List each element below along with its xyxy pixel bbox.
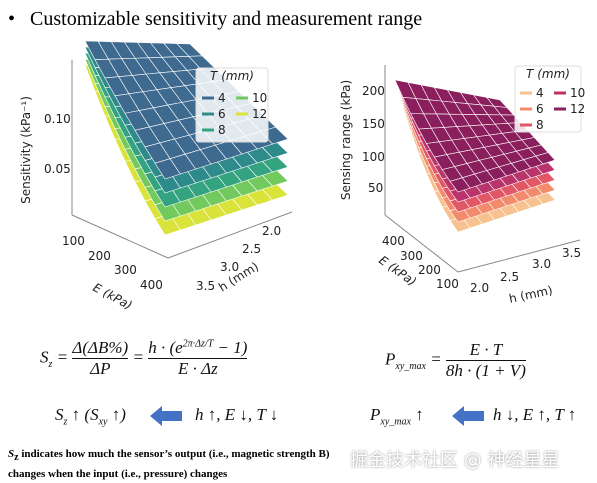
legend-label: 6 [218,107,226,121]
y-tick-label: 0.05 [44,162,71,176]
eq-text: = [56,347,69,367]
legend-label: 4 [536,86,544,100]
z-tick-label: 2.5 [242,242,261,256]
z-tick-label: 3.5 [196,279,215,293]
watermark: 掘金技术社区 @ 神经星星 [350,450,560,471]
legend-title: T (mm) [526,67,570,81]
y-tick-label: 0.10 [44,112,71,126]
arrow [150,406,182,426]
y-tick-label: 150 [362,117,385,131]
footnote-text: indicates how much the sensor’s output (… [8,448,330,481]
equation-pxy: Pxy_max = E · T 8h · (1 + V) [385,340,526,381]
eq-text: ↑ [410,405,424,424]
eq-text: z [63,416,68,428]
bullet: • [8,8,16,30]
z-tick-label: 3.5 [562,246,581,260]
eq-text: − 1) [213,338,248,357]
eq-text: E · Δz [148,358,248,379]
plots: Sensitivity (kPa⁻¹) 0.10 0.05 100 200 30… [19,40,585,313]
eq-text: z [48,358,53,370]
z-tick-label: 3.0 [220,260,239,274]
eq-text: h · (e [148,338,183,357]
right-plot: Sensing range (kPa) 200 150 100 50 400 3… [339,65,585,306]
x-tick-label: 400 [140,278,163,292]
x-tick-label: 400 [382,234,405,248]
legend-label: 8 [218,123,226,137]
footnote-symbol: z [14,452,19,464]
slide-title: Customizable sensitivity and measurement… [30,8,423,30]
legend-label: 4 [218,91,226,105]
y-tick-label: 50 [368,181,383,195]
footnote-symbol: S [8,448,15,460]
z-tick-label: 2.0 [262,224,281,238]
eq-text: P [370,405,381,424]
legend-label: 10 [570,86,585,100]
bullet-line: • Customizable sensitivity and measureme… [8,8,422,31]
eq-text: S [55,405,64,424]
eq-text: = [430,349,442,369]
legend-label: 12 [252,107,267,121]
y-tick-label: 100 [362,150,385,164]
eq-text: S [40,347,49,367]
x-tick-label: 100 [436,277,459,291]
y-axis-label: Sensitivity (kPa⁻¹) [19,96,33,204]
x-tick-label: 300 [400,249,423,263]
x-tick-label: 200 [88,249,111,263]
trend-rhs: h ↓, E ↑, T ↑ [493,405,577,424]
z-axis-label: h (mm) [508,283,554,306]
legend-label: 8 [536,118,544,132]
trend-rhs: h ↑, E ↓, T ↓ [195,405,279,424]
trend-left: Sz ↑ (Sxy ↑) [55,405,126,427]
eq-text: xy [98,416,108,428]
eq-text: ↑ (S [67,405,99,424]
footnote: Sz indicates how much the sensor’s outpu… [8,446,338,482]
equation-sz: Sz = Δ(ΔB%) ΔP = h · (e2π·Δz/T − 1) E · Δz [40,338,248,379]
y-axis-label: Sensing range (kPa) [339,80,353,200]
legend-label: 10 [252,91,267,105]
legend-title: T (mm) [210,69,254,83]
x-tick-label: 200 [418,263,441,277]
eq-text: 2π·Δz/T [182,338,214,350]
left-plot: Sensitivity (kPa⁻¹) 0.10 0.05 100 200 30… [19,40,293,313]
y-tick-label: 200 [362,84,385,98]
eq-text: P [385,349,396,369]
eq-text: ↑) [107,405,126,424]
eq-text: = [132,347,144,367]
eq-text: xy_max [380,416,411,428]
z-tick-label: 3.0 [532,257,551,271]
eq-text: Δ(ΔB%) [72,338,129,357]
trend-right: Pxy_max ↑ [370,405,424,427]
z-tick-label: 2.5 [500,270,519,284]
z-tick-label: 2.0 [470,281,489,295]
x-tick-label: 300 [114,263,137,277]
eq-text: E · T [469,340,503,359]
surface-cell [535,152,556,165]
x-axis-label: E (kPa) [91,280,135,312]
legend-label: 12 [570,102,585,116]
eq-text: 8h · (1 + V) [445,360,526,380]
legend-label: 6 [536,102,544,116]
eq-text: ΔP [72,358,129,379]
x-tick-label: 100 [62,234,85,248]
eq-text: xy_max [395,360,426,372]
arrow [452,406,484,426]
